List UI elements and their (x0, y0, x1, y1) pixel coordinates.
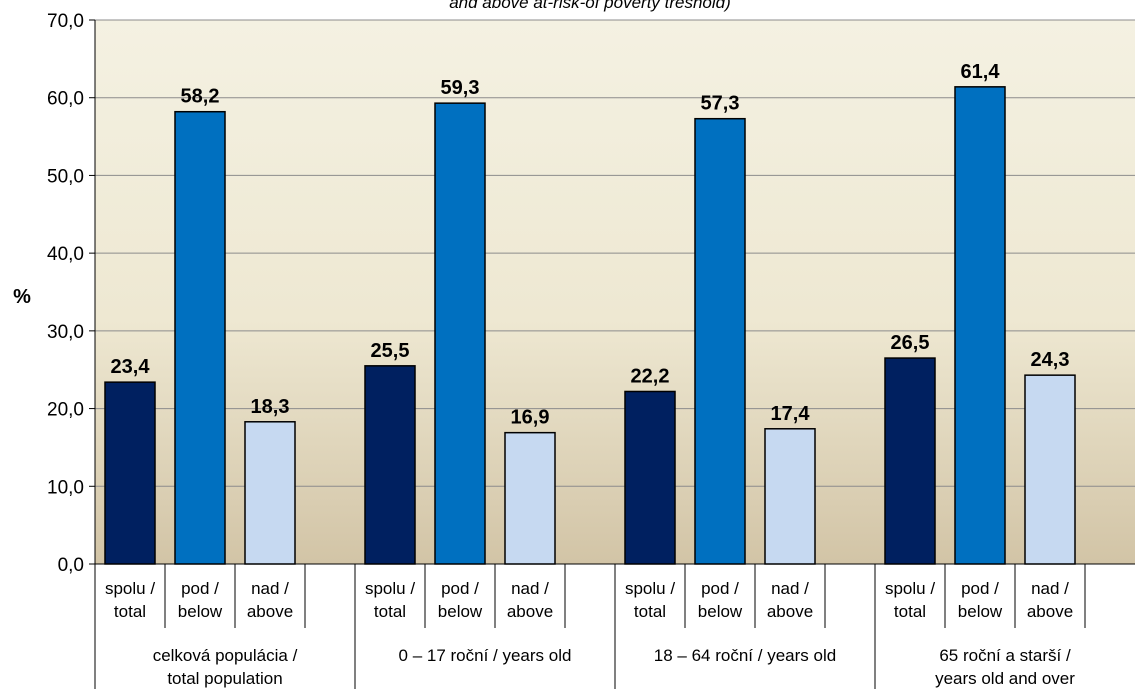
sub-category-label: total (634, 602, 666, 621)
bar-value-label: 25,5 (371, 340, 410, 362)
sub-category-label: pod / (701, 579, 739, 598)
sub-category-label: pod / (441, 579, 479, 598)
group-label: 0 – 17 roční / years old (399, 646, 572, 665)
bar-value-label: 26,5 (891, 332, 930, 354)
bar (624, 390, 676, 565)
group-label: celková populácia / (153, 646, 298, 665)
sub-category-label: nad / (1031, 579, 1069, 598)
sub-category-label: pod / (181, 579, 219, 598)
sub-category-label: above (247, 602, 293, 621)
bar-value-label: 23,4 (111, 356, 151, 378)
sub-category-label: nad / (251, 579, 289, 598)
bar (434, 102, 486, 565)
sub-category-label: spolu / (625, 579, 675, 598)
y-axis-label: % (13, 286, 31, 308)
y-tick-label: 60,0 (47, 89, 84, 110)
sub-category-label: above (1027, 602, 1073, 621)
sub-category-label: spolu / (105, 579, 155, 598)
y-tick-label: 10,0 (47, 477, 84, 498)
bar (364, 365, 416, 565)
group-label: 65 roční a starší / (939, 646, 1071, 665)
bar-value-label: 61,4 (961, 61, 1001, 83)
sub-category-label: spolu / (885, 579, 935, 598)
sub-category-label: above (507, 602, 553, 621)
group-label: years old and over (935, 669, 1075, 688)
sub-category-label: below (958, 602, 1003, 621)
sub-category-label: spolu / (365, 579, 415, 598)
bar-value-label: 16,9 (511, 407, 550, 429)
sub-category-label: nad / (771, 579, 809, 598)
sub-category-label: below (438, 602, 483, 621)
sub-category-label: total (114, 602, 146, 621)
y-tick-label: 30,0 (47, 322, 84, 343)
bar (244, 421, 296, 565)
sub-category-label: pod / (961, 579, 999, 598)
sub-category-label: total (374, 602, 406, 621)
bar-value-label: 17,4 (771, 403, 811, 425)
sub-category-label: below (178, 602, 223, 621)
sub-category-label: nad / (511, 579, 549, 598)
bar-value-label: 57,3 (701, 93, 740, 115)
sub-category-label: below (698, 602, 743, 621)
bar-value-label: 24,3 (1031, 349, 1070, 371)
sub-category-label: total (894, 602, 926, 621)
group-label: total population (167, 669, 282, 688)
bar (174, 110, 226, 565)
bar-value-label: 59,3 (441, 77, 480, 99)
y-tick-label: 70,0 (47, 11, 84, 32)
group-label: 18 – 64 roční / years old (654, 646, 836, 665)
chart-title: and above at-risk-of poverty treshold) (449, 0, 731, 12)
y-tick-label: 50,0 (47, 166, 84, 187)
bar (694, 117, 746, 565)
bar (1024, 374, 1076, 565)
y-tick-label: 0,0 (58, 555, 84, 576)
bar (884, 357, 936, 565)
bar-value-label: 18,3 (251, 396, 290, 418)
bar (764, 428, 816, 565)
bar-value-label: 58,2 (181, 86, 220, 108)
sub-category-label: above (767, 602, 813, 621)
bar-value-label: 22,2 (631, 365, 670, 387)
bar (954, 86, 1006, 565)
y-tick-label: 20,0 (47, 400, 84, 421)
bar (504, 431, 556, 565)
bar (104, 381, 156, 565)
y-tick-label: 40,0 (47, 244, 84, 265)
